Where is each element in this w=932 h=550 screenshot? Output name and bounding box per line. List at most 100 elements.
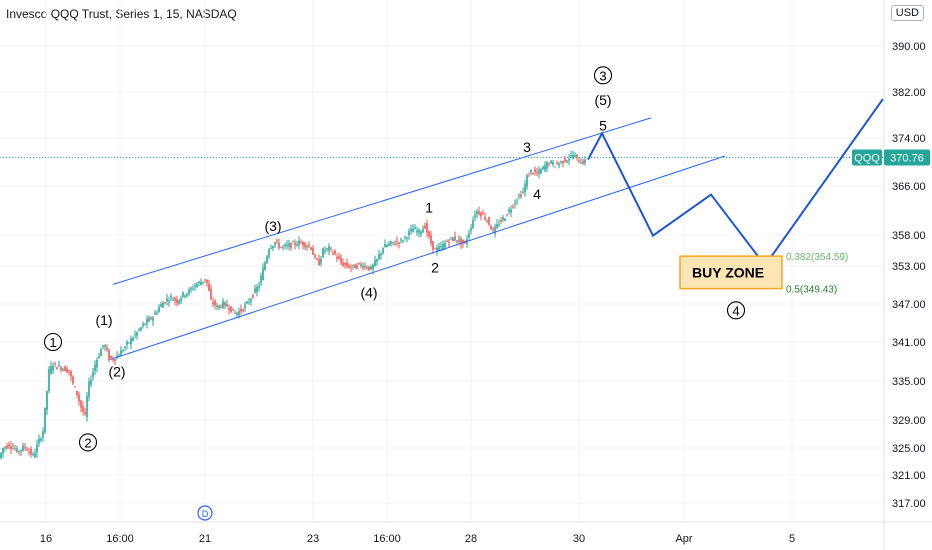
candle-up [496, 223, 498, 228]
candle-up [96, 359, 98, 368]
candle-up [518, 195, 520, 197]
candle-down [10, 446, 12, 450]
candle-down [424, 225, 426, 229]
candle-up [360, 264, 362, 266]
projection-path [587, 98, 884, 268]
candle-up [282, 246, 284, 248]
candle-up [124, 346, 126, 348]
price-tick-label: 382.00 [892, 87, 926, 99]
candle-down [484, 216, 486, 220]
candle-down [358, 263, 360, 265]
candle-down [28, 451, 30, 453]
candle-up [378, 254, 380, 259]
candle-up [570, 154, 572, 156]
candle-down [220, 306, 222, 308]
candle-up [254, 288, 256, 293]
candle-down [30, 448, 32, 455]
candle-down [492, 229, 494, 231]
candle-up [320, 258, 322, 264]
candle-down [64, 366, 66, 372]
candle-up [130, 338, 132, 345]
candle-down [230, 306, 232, 313]
candle-down [334, 250, 336, 255]
candle-up [382, 248, 384, 254]
candle-up [514, 203, 516, 205]
candle-down [242, 309, 244, 311]
candle-up [156, 312, 158, 314]
wave-label-circle [43, 332, 63, 352]
price-tick-label: 347.00 [892, 299, 926, 311]
candle-down [210, 289, 212, 300]
price-tick-label: 317.00 [892, 498, 926, 510]
candle-down [488, 217, 490, 225]
candle-up [48, 369, 50, 392]
candle-up [286, 244, 288, 247]
candle-down [548, 163, 550, 165]
candle-down [82, 406, 84, 412]
candle-down [110, 355, 112, 358]
candle-down [446, 241, 448, 243]
candle-down [342, 262, 344, 266]
candle-up [244, 304, 246, 309]
price-tick-label: 335.00 [892, 376, 926, 388]
candle-up [438, 246, 440, 251]
candle-up [414, 227, 416, 230]
candle-up [264, 262, 266, 270]
price-tick-label: 325.00 [892, 443, 926, 455]
candle-down [564, 158, 566, 162]
candle-down [54, 363, 56, 365]
candle-up [558, 163, 560, 166]
candle-down [480, 212, 482, 217]
candle-up [394, 243, 396, 246]
candle-up [504, 218, 506, 222]
candle-up [498, 224, 500, 226]
candle-down [206, 279, 208, 283]
candle-up [538, 169, 540, 174]
candle-up [258, 286, 260, 288]
candle-up [122, 350, 124, 352]
candle-down [432, 241, 434, 250]
candle-down [434, 248, 436, 250]
candle-up [262, 268, 264, 281]
dividend-marker [197, 505, 213, 521]
candle-up [180, 297, 182, 302]
candle-up [566, 160, 568, 163]
candle-down [204, 279, 206, 281]
candle-up [218, 305, 220, 309]
candle-down [344, 262, 346, 265]
candle-up [188, 289, 190, 294]
candle-down [164, 302, 166, 304]
candle-down [398, 242, 400, 245]
candle-down [356, 264, 358, 269]
candle-up [372, 264, 374, 270]
time-tick-label: 23 [307, 533, 319, 545]
candle-down [430, 235, 432, 244]
candle-down [582, 160, 584, 164]
candle-up [306, 246, 308, 248]
wave-label: 2 [84, 435, 91, 450]
candle-up [202, 281, 204, 283]
candle-up [296, 244, 298, 246]
currency-selector[interactable]: USD [890, 5, 924, 21]
candle-up [580, 162, 582, 164]
candle-up [412, 228, 414, 233]
wave-label-circle [78, 433, 98, 452]
wave-label: 2 [431, 259, 439, 275]
candle-up [274, 242, 276, 246]
candle-down [150, 317, 152, 320]
candle-up [62, 368, 64, 371]
candle-up [246, 301, 248, 304]
candle-down [520, 194, 522, 197]
candle-up [550, 160, 552, 163]
candle-up [390, 241, 392, 244]
candle-up [140, 327, 142, 330]
candle-down [396, 241, 398, 243]
candle-up [270, 247, 272, 249]
channel-lower-line [109, 155, 726, 361]
candle-up [98, 356, 100, 359]
candle-up [178, 300, 180, 304]
candle-down [280, 247, 282, 249]
candle-down [72, 376, 74, 384]
candle-up [50, 365, 52, 374]
